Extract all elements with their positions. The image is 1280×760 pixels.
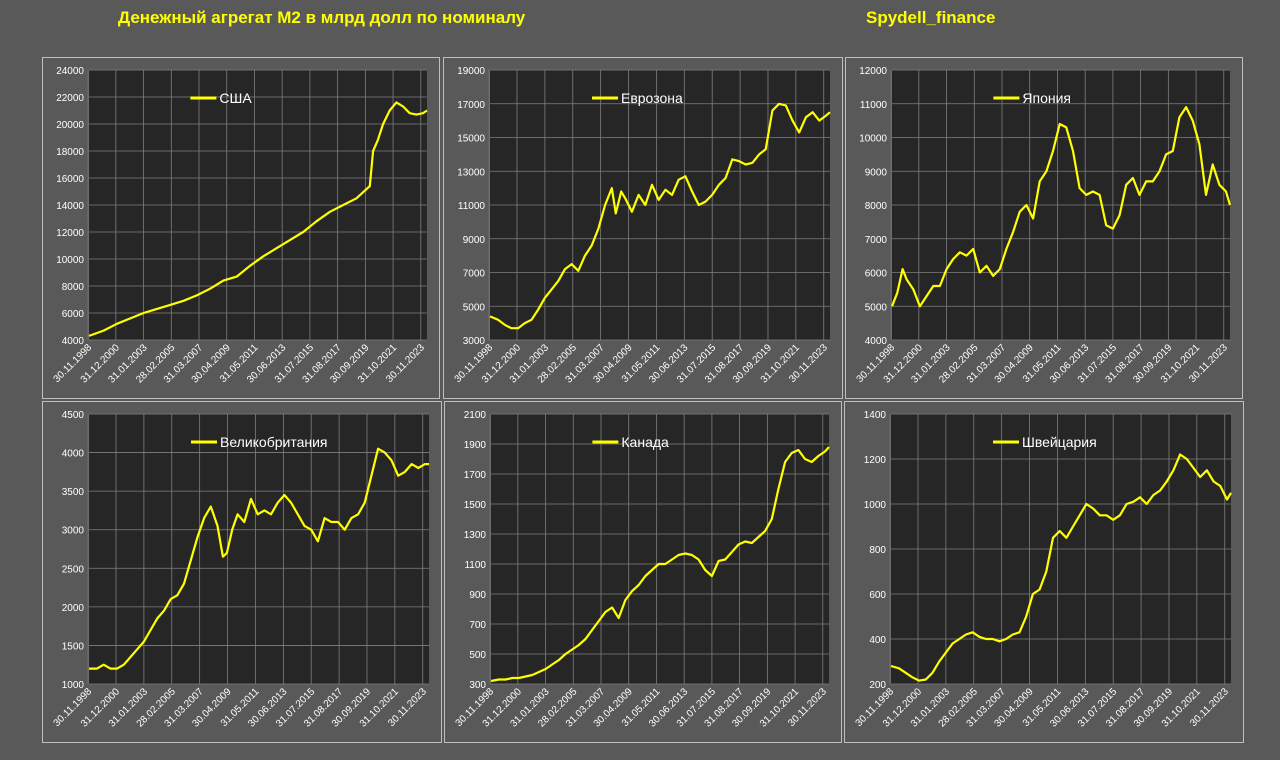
- y-tick-label: 17000: [457, 100, 485, 111]
- y-tick-label: 900: [469, 590, 486, 601]
- y-tick-label: 12000: [56, 228, 84, 239]
- y-tick-label: 7000: [463, 269, 486, 280]
- y-tick-label: 1300: [464, 530, 487, 541]
- legend-label: Япония: [1022, 90, 1071, 106]
- y-tick-label: 14000: [56, 201, 84, 212]
- y-tick-label: 19000: [457, 66, 485, 77]
- y-tick-label: 9000: [865, 167, 888, 178]
- y-tick-label: 9000: [463, 235, 486, 246]
- y-tick-label: 1000: [62, 680, 85, 691]
- plot-area: [491, 414, 829, 684]
- y-tick-label: 1400: [864, 410, 887, 421]
- y-tick-label: 800: [869, 545, 886, 556]
- y-tick-label: 4500: [62, 410, 85, 421]
- y-tick-label: 24000: [56, 66, 84, 77]
- legend-label: Канада: [621, 434, 669, 450]
- brand-label: Spydell_finance: [866, 8, 996, 27]
- y-tick-label: 500: [469, 650, 486, 661]
- chart-panel-eurozone: 30.11.1998 31.12.2000 31.01.2003 28.02.2005…: [443, 57, 843, 399]
- y-tick-label: 12000: [859, 66, 887, 77]
- chart-panel-japan: 30.11.1998 31.12.2000 31.01.2003 28.02.2005…: [845, 57, 1243, 399]
- y-tick-label: 6000: [865, 269, 888, 280]
- chart-panel-switzerland: 30.11.1998 31.12.2000 31.01.2003 28.02.2005…: [844, 401, 1244, 743]
- y-tick-label: 4000: [62, 449, 85, 460]
- legend-label: США: [219, 90, 252, 106]
- y-tick-label: 6000: [62, 309, 85, 320]
- y-tick-label: 5000: [463, 302, 486, 313]
- series-line: [890, 105, 1232, 308]
- y-tick-label: 4000: [865, 336, 888, 347]
- series-line: [890, 453, 1232, 682]
- y-tick-label: 3000: [463, 336, 486, 347]
- y-tick-label: 200: [869, 680, 886, 691]
- y-tick-label: 2100: [464, 410, 487, 421]
- y-tick-label: 1000: [864, 500, 887, 511]
- y-tick-label: 3000: [62, 526, 85, 537]
- y-tick-label: 11000: [860, 100, 888, 111]
- y-tick-label: 1500: [62, 641, 85, 652]
- chart-panel-canada: 30.11.1998 31.12.2000 31.01.2003 28.02.2005…: [444, 401, 842, 743]
- y-tick-label: 300: [469, 680, 486, 691]
- chart-uk: 30.11.199831.12.200031.01.200328.02.2005…: [52, 410, 430, 730]
- y-tick-label: 1900: [464, 440, 487, 451]
- y-tick-label: 22000: [56, 93, 84, 104]
- y-tick-label: 4000: [62, 336, 85, 347]
- legend-label: Швейцария: [1022, 434, 1097, 450]
- page-title: Денежный агрегат М2 в млрд долл по номин…: [118, 8, 526, 27]
- chart-canada: 30.11.199831.12.200031.01.200328.02.2005…: [454, 410, 830, 730]
- series-line: [89, 447, 429, 670]
- y-tick-label: 7000: [865, 235, 888, 246]
- y-tick-label: 11000: [458, 201, 486, 212]
- y-tick-label: 3500: [62, 487, 85, 498]
- y-tick-label: 13000: [457, 167, 485, 178]
- y-tick-label: 10000: [859, 134, 887, 145]
- legend-label: Великобритания: [220, 434, 328, 450]
- y-tick-label: 8000: [865, 201, 888, 212]
- series-line: [490, 446, 830, 683]
- chart-panel-usa: 30.11.1998 31.12.2000 31.01.2003 28.02.2005…: [42, 57, 440, 399]
- y-tick-label: 1500: [464, 500, 487, 511]
- y-tick-label: 10000: [56, 255, 84, 266]
- y-tick-label: 20000: [56, 120, 84, 131]
- y-tick-label: 2500: [62, 564, 85, 575]
- y-tick-label: 5000: [865, 302, 888, 313]
- legend-label: Еврозона: [621, 90, 683, 106]
- y-tick-label: 2000: [62, 603, 85, 614]
- y-tick-label: 700: [469, 620, 486, 631]
- y-tick-label: 1100: [464, 560, 486, 571]
- y-tick-label: 600: [869, 590, 886, 601]
- chart-usa: 30.11.199831.12.200031.01.200328.02.2005…: [52, 66, 428, 386]
- chart-panel-uk: 30.11.1998 31.12.2000 31.01.2003 28.02.2005…: [42, 401, 442, 743]
- y-tick-label: 18000: [56, 147, 84, 158]
- y-tick-label: 1200: [864, 455, 887, 466]
- y-tick-label: 16000: [56, 174, 84, 185]
- y-tick-label: 8000: [62, 282, 85, 293]
- chart-eurozone: 30.11.199831.12.200031.01.200328.02.2005…: [453, 66, 831, 386]
- y-tick-label: 1700: [464, 470, 487, 481]
- chart-switzerland: 30.11.199831.12.200031.01.200328.02.2005…: [854, 410, 1232, 730]
- series-line: [88, 101, 428, 337]
- series-line: [489, 102, 831, 330]
- y-tick-label: 15000: [457, 134, 485, 145]
- chart-japan: 30.11.199831.12.200031.01.200328.02.2005…: [855, 66, 1232, 386]
- plot-area: [89, 414, 429, 684]
- y-tick-label: 400: [869, 635, 886, 646]
